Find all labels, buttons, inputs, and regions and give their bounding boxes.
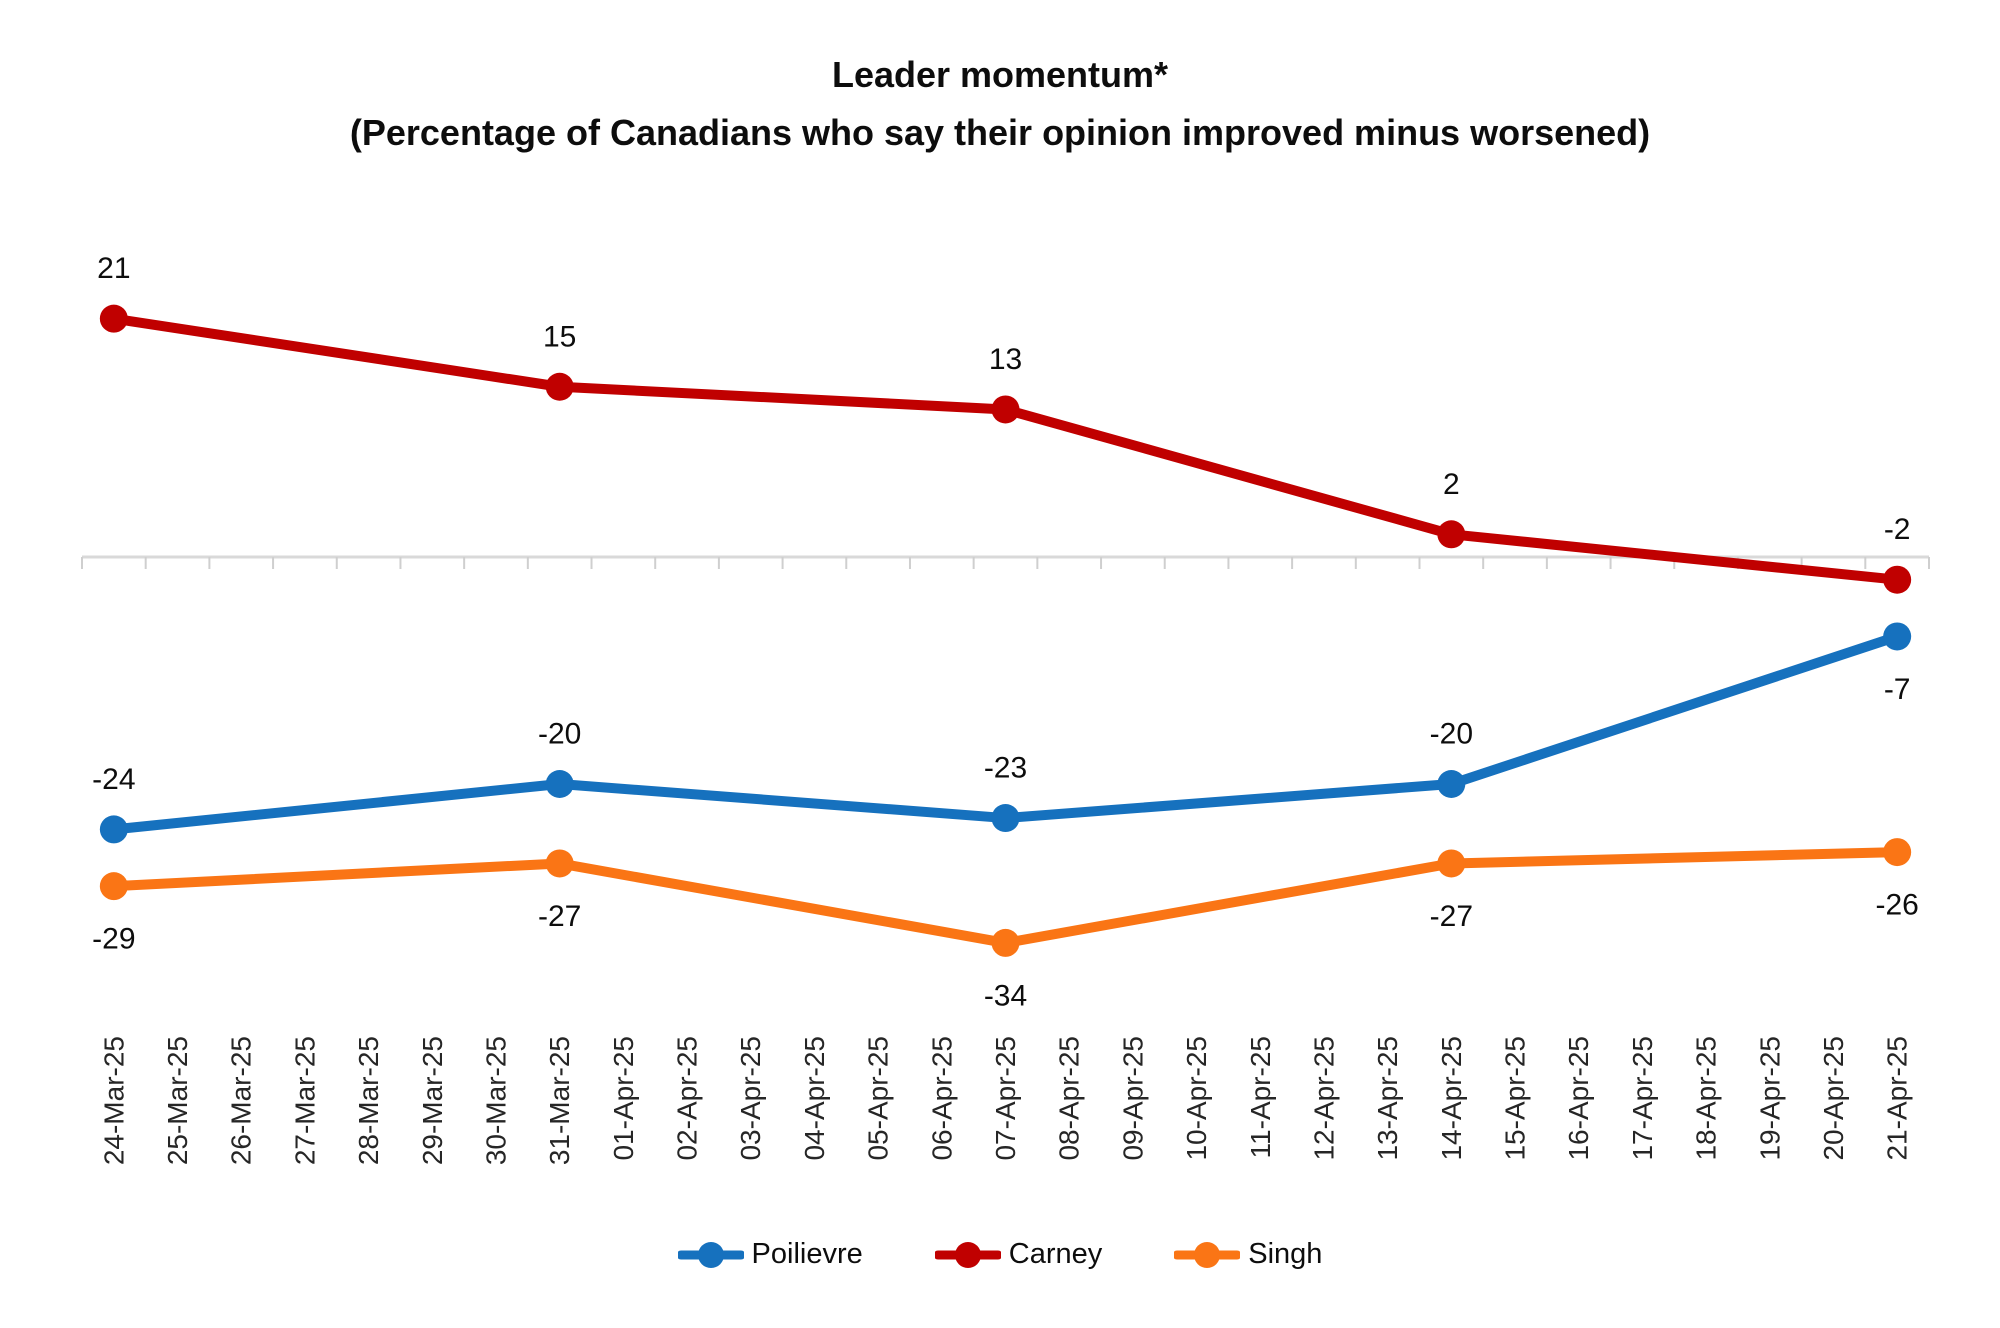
data-point-singh — [545, 849, 574, 878]
x-axis-label: 25-Mar-25 — [162, 1036, 193, 1165]
x-axis-label: 20-Apr-25 — [1818, 1036, 1849, 1161]
data-point-carney — [1883, 565, 1912, 594]
data-point-carney — [991, 395, 1020, 424]
x-axis-label: 04-Apr-25 — [799, 1036, 830, 1161]
chart-title: Leader momentum* — [831, 54, 1169, 95]
value-label-singh: -34 — [984, 979, 1027, 1012]
x-axis-label: 09-Apr-25 — [1117, 1036, 1148, 1161]
legend-item-poilievre: Poilievre — [677, 1238, 863, 1271]
value-label-carney: 21 — [97, 252, 130, 285]
x-axis-label: 16-Apr-25 — [1563, 1036, 1594, 1161]
x-axis-label: 24-Mar-25 — [98, 1036, 129, 1165]
data-point-singh — [1437, 849, 1466, 878]
chart-subtitle: (Percentage of Canadians who say their o… — [349, 112, 1651, 153]
x-axis-label: 30-Mar-25 — [480, 1036, 511, 1165]
value-label-carney: 15 — [543, 320, 576, 353]
legend-marker-poilievre-icon — [677, 1241, 744, 1268]
chart-title-block: Leader momentum* (Percentage of Canadian… — [0, 46, 2000, 162]
x-axis-label: 06-Apr-25 — [926, 1036, 957, 1161]
data-point-carney — [1437, 520, 1466, 549]
data-point-poilievre — [545, 770, 574, 798]
x-axis-label: 26-Mar-25 — [226, 1036, 257, 1165]
x-axis-label: 05-Apr-25 — [863, 1036, 894, 1161]
value-label-singh: -27 — [538, 900, 581, 933]
value-label-carney: -2 — [1884, 513, 1911, 546]
legend-item-carney: Carney — [934, 1238, 1103, 1271]
data-point-carney — [99, 304, 128, 333]
value-label-poilievre: -20 — [1430, 718, 1473, 751]
value-label-singh: -29 — [92, 923, 135, 956]
value-label-carney: 2 — [1443, 468, 1460, 501]
value-label-poilievre: -24 — [92, 763, 135, 796]
series-line-poilievre — [108, 631, 1903, 835]
x-axis-label: 29-Mar-25 — [417, 1036, 448, 1165]
data-point-singh — [99, 872, 128, 901]
legend-label-carney: Carney — [1008, 1238, 1103, 1270]
value-label-carney: 13 — [989, 343, 1022, 376]
x-axis-label: 11-Apr-25 — [1245, 1036, 1276, 1158]
x-axis-label: 01-Apr-25 — [608, 1036, 639, 1161]
x-axis-label: 21-Apr-25 — [1882, 1036, 1913, 1161]
x-axis-label: 02-Apr-25 — [672, 1036, 703, 1161]
legend-marker-singh-icon — [1174, 1241, 1241, 1268]
x-axis-label: 03-Apr-25 — [735, 1036, 766, 1161]
value-label-singh: -26 — [1875, 889, 1918, 922]
x-axis-label: 15-Apr-25 — [1500, 1036, 1531, 1161]
legend-label-singh: Singh — [1248, 1238, 1323, 1270]
data-point-poilievre — [991, 804, 1020, 833]
chart-legend: Poilievre Carney Singh — [0, 1238, 2000, 1271]
data-point-poilievre — [99, 815, 128, 844]
data-point-poilievre — [1883, 622, 1912, 651]
x-axis-label: 12-Apr-25 — [1308, 1036, 1339, 1161]
value-label-poilievre: -20 — [538, 718, 581, 751]
legend-marker-carney-icon — [934, 1241, 1001, 1268]
value-label-poilievre: -7 — [1884, 673, 1911, 706]
x-axis-label: 13-Apr-25 — [1372, 1036, 1403, 1161]
x-axis-label: 28-Mar-25 — [353, 1036, 384, 1165]
x-axis-label: 17-Apr-25 — [1627, 1036, 1658, 1161]
value-label-poilievre: -23 — [984, 752, 1027, 785]
x-axis-label: 14-Apr-25 — [1436, 1036, 1467, 1161]
data-point-singh — [1883, 838, 1912, 867]
x-axis-label: 08-Apr-25 — [1054, 1036, 1085, 1161]
legend-label-poilievre: Poilievre — [751, 1238, 863, 1270]
data-point-poilievre — [1437, 770, 1466, 798]
data-point-carney — [545, 372, 574, 401]
x-axis-label: 31-Mar-25 — [544, 1036, 575, 1165]
x-axis-label: 10-Apr-25 — [1181, 1036, 1212, 1161]
x-axis-label: 19-Apr-25 — [1754, 1036, 1785, 1161]
x-axis-label: 18-Apr-25 — [1691, 1036, 1722, 1161]
x-axis-label: 27-Mar-25 — [289, 1036, 320, 1165]
legend-item-singh: Singh — [1174, 1238, 1322, 1271]
data-point-singh — [991, 928, 1020, 957]
value-label-singh: -27 — [1430, 900, 1473, 933]
x-axis-label: 07-Apr-25 — [990, 1036, 1021, 1161]
